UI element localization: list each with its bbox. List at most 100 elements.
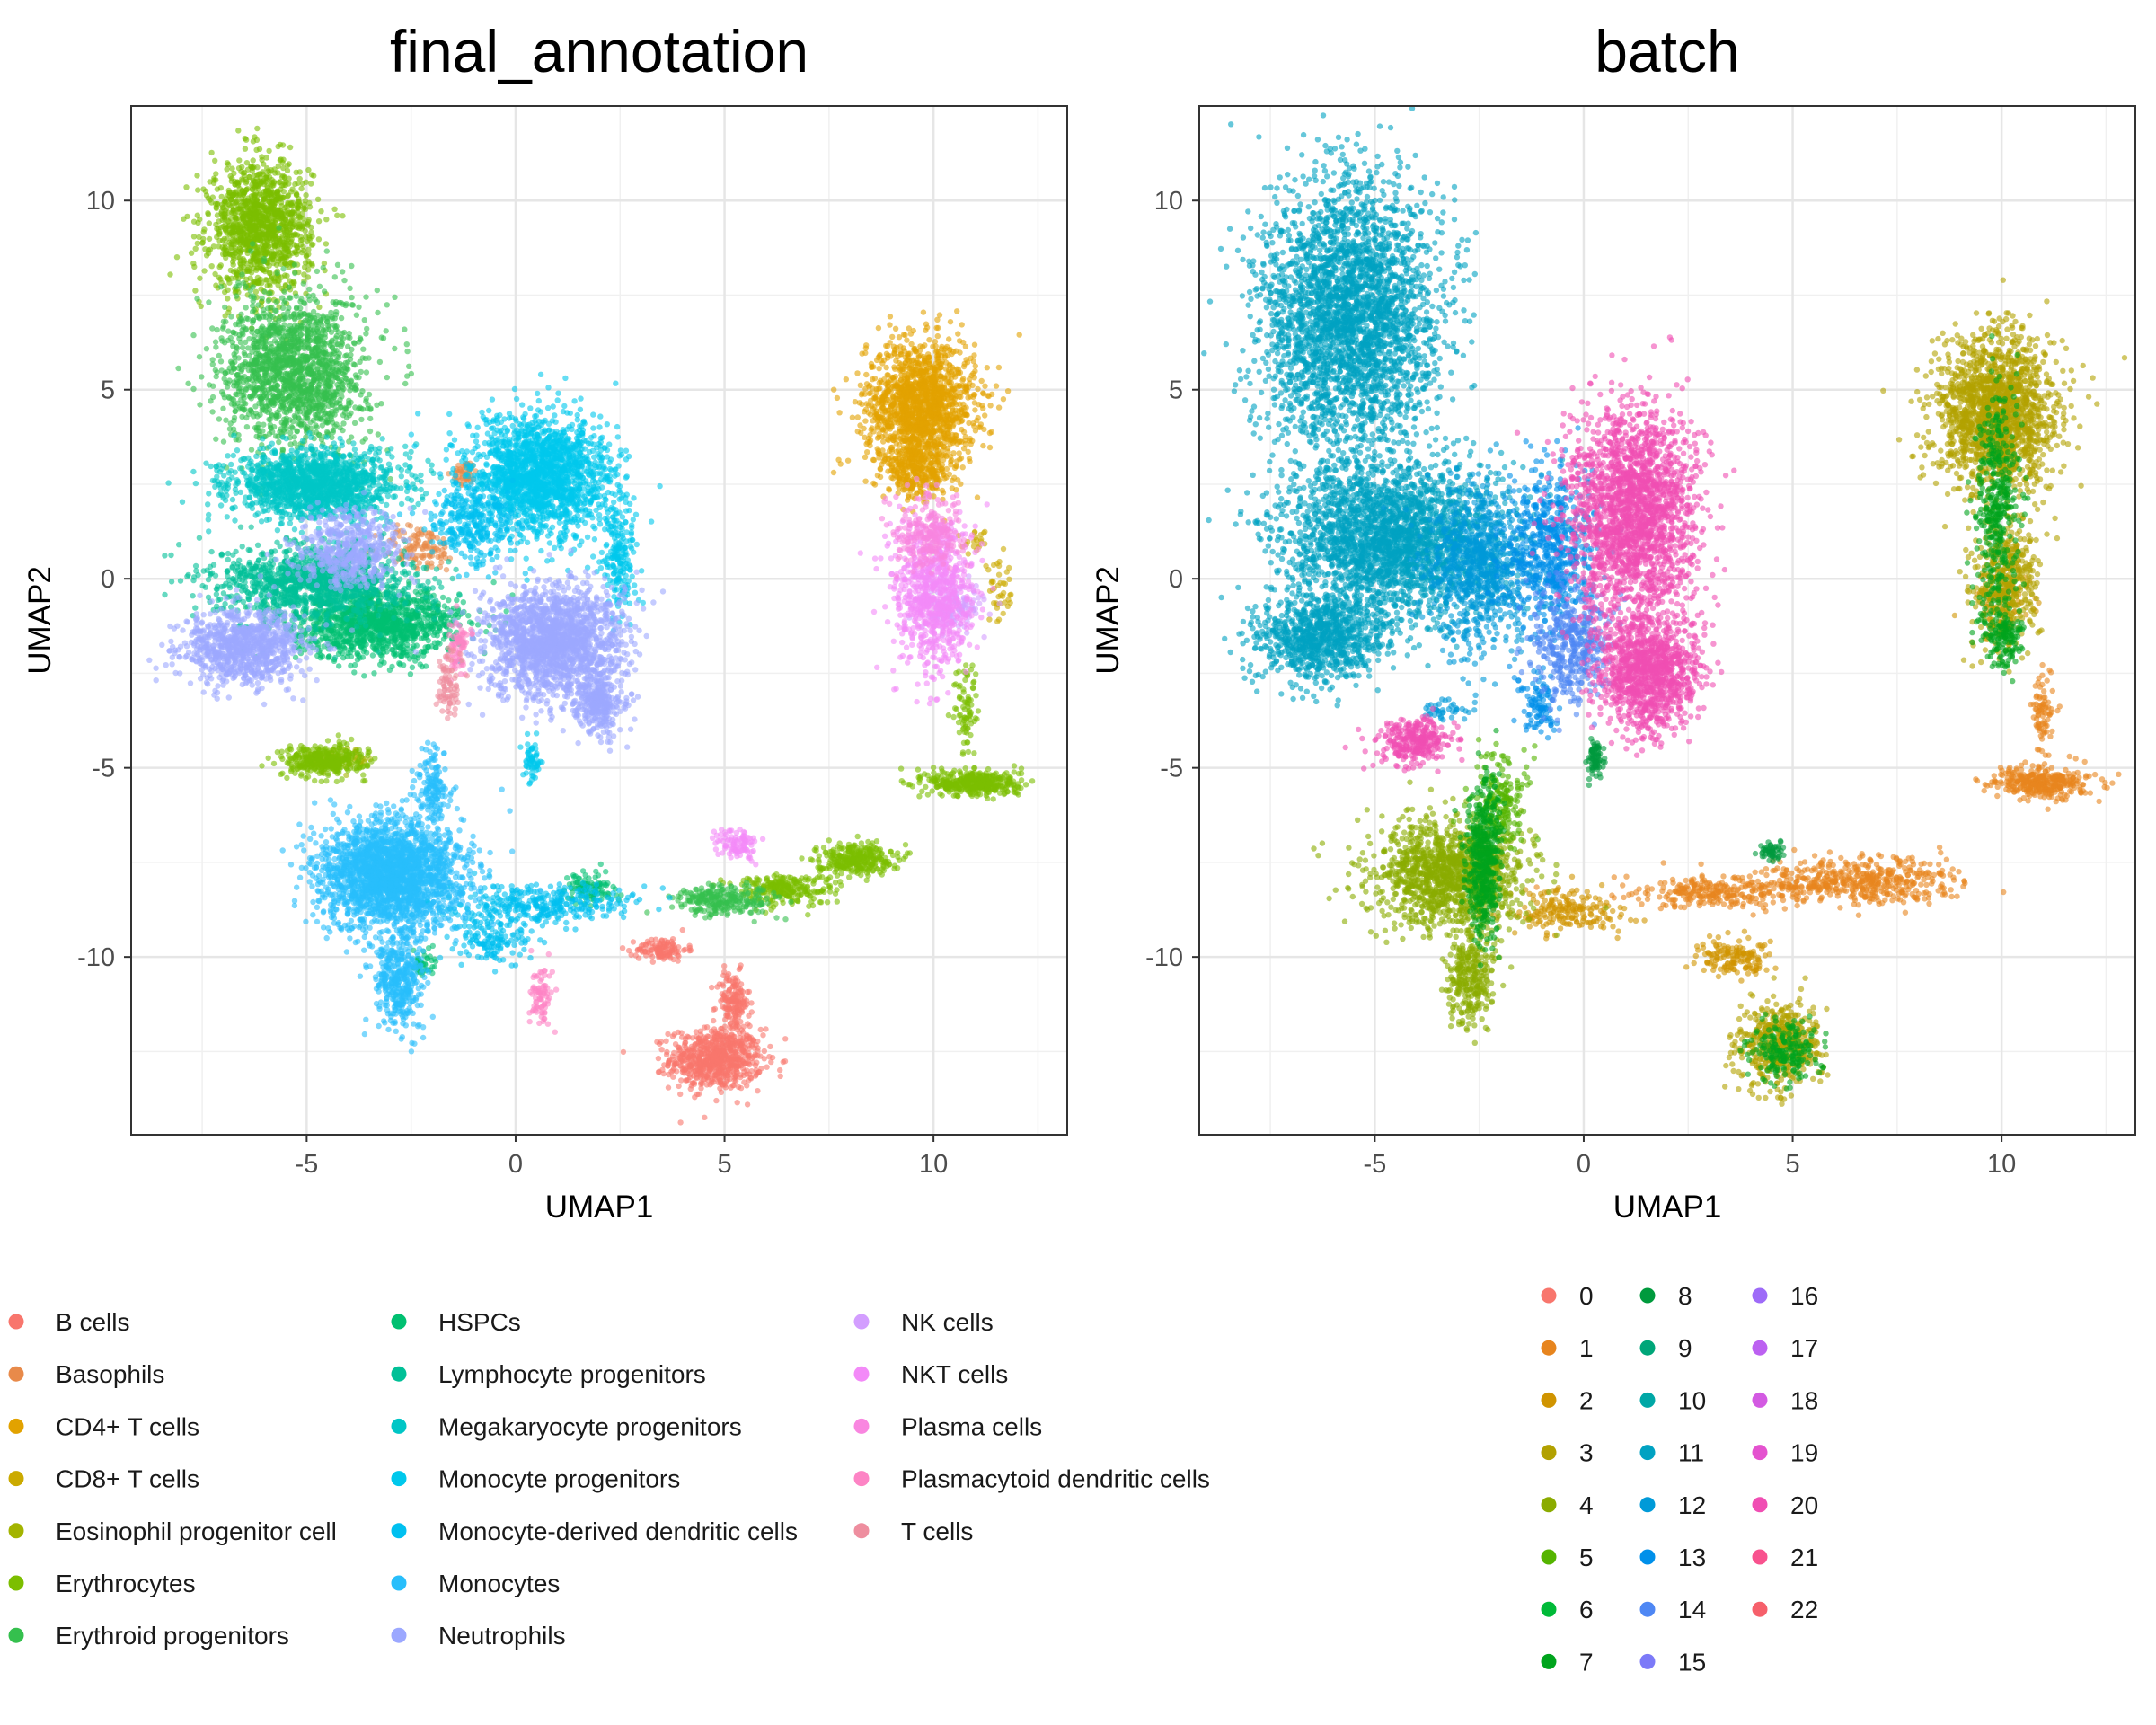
point [913,407,920,413]
point [198,303,204,310]
point [925,351,932,358]
point [870,418,876,424]
point [288,202,295,208]
point [246,227,252,234]
point [625,947,632,954]
point [879,404,886,411]
point [972,407,978,413]
point [310,241,316,248]
point [256,279,262,286]
point [197,275,203,281]
point [642,949,649,955]
point [266,217,272,224]
point [235,128,242,134]
point [297,242,305,248]
point [862,478,869,484]
point [890,475,897,482]
point [782,1036,789,1042]
point [243,180,250,186]
point [912,378,919,385]
point [692,1094,698,1101]
point [225,161,232,168]
point [227,244,234,251]
point [738,1074,744,1081]
point [936,450,943,456]
point [222,226,228,232]
point [201,268,208,274]
point [208,263,215,270]
point [722,1082,729,1088]
point [909,411,915,419]
point [949,395,955,402]
point [857,382,863,388]
point [758,1066,764,1072]
point [693,1029,700,1035]
point [253,257,260,263]
point [734,1051,740,1057]
point [731,1012,738,1019]
point [700,1066,707,1073]
point [871,376,879,382]
point [234,182,242,189]
point [720,1059,726,1066]
point [934,458,941,464]
point [898,384,905,391]
point [658,1047,665,1053]
point [885,372,891,378]
point [677,1091,684,1098]
point [932,339,939,345]
point [961,411,968,419]
point [261,188,268,195]
point [901,438,908,444]
point [192,288,199,294]
points [146,125,1036,1126]
point [893,448,900,455]
point [274,748,281,756]
point [722,1029,729,1035]
point [730,983,737,990]
point [886,379,892,385]
point [308,224,314,231]
point [962,440,969,447]
point [279,756,286,763]
point [872,394,879,401]
point [923,321,930,327]
point [637,946,643,952]
point [879,447,886,454]
point [953,407,959,413]
point [300,224,306,230]
point [669,1033,676,1039]
point [887,322,893,328]
point [287,747,295,753]
point [907,331,915,337]
point [281,180,287,186]
point [914,358,920,364]
point [259,154,265,160]
point [780,1058,786,1066]
point [885,436,891,443]
point [307,767,314,774]
point [859,350,865,357]
point [1018,765,1025,772]
point [306,199,313,207]
point [188,250,195,256]
point [898,778,905,784]
point [263,155,270,161]
point [754,1059,760,1066]
point [889,333,896,341]
point [721,1048,728,1054]
point [214,186,221,192]
point [254,125,261,132]
point [857,422,863,429]
point [255,223,261,229]
point [360,772,367,778]
point [876,366,882,372]
point [893,464,899,470]
point [946,471,953,477]
point [887,314,894,320]
point [1000,396,1007,402]
point [767,1043,773,1050]
point [256,146,263,153]
point [345,767,351,774]
point [725,988,732,995]
